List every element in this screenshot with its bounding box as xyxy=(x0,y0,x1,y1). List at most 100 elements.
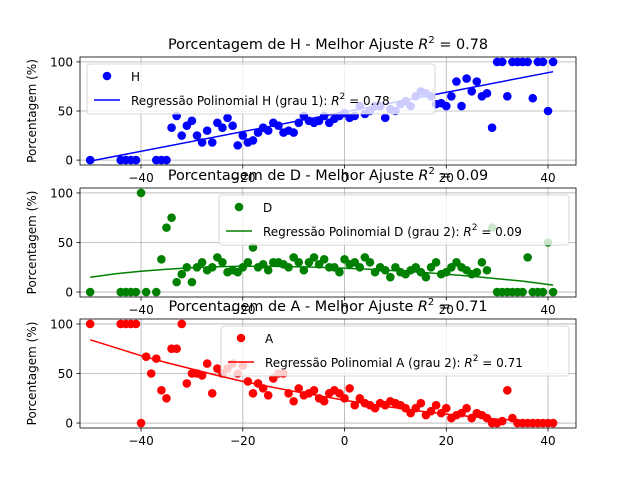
data-point-h xyxy=(223,113,232,123)
data-point-a xyxy=(289,396,298,406)
y-tick-label: 50 xyxy=(58,105,73,119)
y-tick-label: 100 xyxy=(50,317,73,331)
x-tick-label: 40 xyxy=(540,303,555,317)
data-point-d xyxy=(523,253,532,262)
data-point-h xyxy=(177,131,187,140)
data-point-a xyxy=(294,384,304,393)
data-point-a xyxy=(172,344,181,354)
data-point-d xyxy=(319,255,329,264)
x-tick-label: 40 xyxy=(540,434,555,448)
data-point-a xyxy=(146,369,156,378)
data-point-d xyxy=(152,287,161,297)
panel-d: −40 −20 0 20 40 0 50 100 Porcentagem (%) D Regress… xyxy=(25,186,577,317)
data-point-h xyxy=(462,74,471,83)
data-point-d xyxy=(299,265,309,275)
data-point-d xyxy=(386,272,395,282)
label-part: = 0.78 xyxy=(345,94,389,108)
data-point-d xyxy=(197,258,207,267)
data-point-h xyxy=(482,89,492,98)
label-part: 2 xyxy=(472,223,478,233)
x-tick-label: 0 xyxy=(341,434,349,448)
data-point-a xyxy=(131,319,141,329)
y-tick-label: 100 xyxy=(50,186,73,200)
legend-box xyxy=(218,194,570,246)
data-point-h xyxy=(457,101,466,111)
data-point-a xyxy=(197,371,207,380)
data-point-a xyxy=(350,400,360,410)
data-point-d xyxy=(309,253,319,262)
data-point-d xyxy=(182,262,192,272)
data-point-a xyxy=(263,391,273,400)
data-point-d xyxy=(482,265,492,275)
data-point-a xyxy=(309,386,319,395)
y-tick-label: 0 xyxy=(65,417,73,431)
legend-marker-points xyxy=(236,333,246,343)
legend-label-line: Regressão Polinomial A (grau 2): R2 = 0.… xyxy=(265,354,523,370)
data-point-h xyxy=(503,91,512,101)
y-tick-label: 0 xyxy=(65,154,73,168)
panel-a: −40 −20 0 20 40 0 50 100 Porcentagem (%) A Regress… xyxy=(25,317,577,448)
data-point-h xyxy=(487,123,497,132)
data-point-h xyxy=(207,138,217,147)
label-part: R xyxy=(464,356,472,370)
data-point-a xyxy=(85,319,95,329)
data-point-h xyxy=(472,77,482,86)
data-point-h xyxy=(538,57,548,67)
data-point-a xyxy=(177,319,187,329)
label-part: R xyxy=(331,94,339,108)
data-point-d xyxy=(421,272,431,282)
data-point-d xyxy=(263,265,273,275)
y-tick-label: 0 xyxy=(65,286,73,300)
data-point-a xyxy=(319,396,329,406)
data-point-d xyxy=(243,258,253,267)
data-point-d xyxy=(141,287,151,297)
data-point-h xyxy=(452,77,461,86)
data-point-a xyxy=(345,384,354,393)
data-point-a xyxy=(503,386,512,395)
x-tick-label: 20 xyxy=(439,303,454,317)
data-point-d xyxy=(538,287,548,297)
legend-h: H Regressão Polinomial H (grau 1): R2 = 0… xyxy=(86,63,436,115)
legend-d: D Regressão Polinomial D (grau 2): R2 = 0… xyxy=(218,194,570,246)
regression-line-d xyxy=(90,265,554,286)
label-part: Porcentagem de D - Melhor Ajuste xyxy=(168,168,419,184)
label-part: Regressão Polinomial D (grau 2): xyxy=(263,225,463,239)
data-point-a xyxy=(548,418,558,428)
data-point-h xyxy=(85,155,95,165)
x-tick-label: 0 xyxy=(341,171,349,185)
data-point-h xyxy=(380,113,390,123)
label-part: = 0.09 xyxy=(435,168,488,184)
data-point-d xyxy=(472,267,482,277)
label-part: 2 xyxy=(340,92,346,102)
y-axis-label: Porcentagem (%) xyxy=(25,322,39,426)
data-point-d xyxy=(187,277,197,287)
data-point-d xyxy=(157,255,166,264)
x-tick-label: −40 xyxy=(128,303,153,317)
x-tick-label: 20 xyxy=(439,171,454,185)
data-point-a xyxy=(182,379,192,388)
data-point-h xyxy=(192,131,202,140)
chart-title-h: Porcentagem de H - Melhor Ajuste R2 = 0.… xyxy=(168,35,488,53)
data-point-h xyxy=(548,57,558,67)
y-tick-label: 50 xyxy=(58,236,73,250)
x-tick-label: −20 xyxy=(230,171,255,185)
chart-title-a: Porcentagem de A - Melhor Ajuste R2 = 0.… xyxy=(168,297,487,315)
data-point-d xyxy=(548,287,558,297)
data-point-a xyxy=(157,386,166,395)
data-point-a xyxy=(497,416,507,426)
x-tick-label: 0 xyxy=(341,303,349,317)
y-axis-label: Porcentagem (%) xyxy=(25,59,39,163)
data-point-h xyxy=(187,116,197,126)
label-part: R xyxy=(419,168,429,184)
data-point-h xyxy=(289,128,298,137)
data-point-a xyxy=(162,393,171,403)
label-part: 2 xyxy=(428,297,434,308)
data-point-d xyxy=(294,258,304,267)
y-axis-label: Porcentagem (%) xyxy=(25,191,39,295)
label-part: = 0.71 xyxy=(478,356,522,370)
legend-label-line: Regressão Polinomial D (grau 2): R2 = 0.… xyxy=(263,223,522,239)
label-part: = 0.09 xyxy=(477,225,521,239)
data-point-h xyxy=(543,106,553,116)
label-part: R xyxy=(418,37,428,53)
